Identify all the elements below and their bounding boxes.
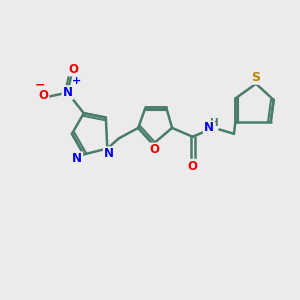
Text: N: N bbox=[204, 122, 214, 134]
Text: N: N bbox=[63, 86, 73, 99]
Text: −: − bbox=[35, 79, 46, 92]
Text: O: O bbox=[149, 143, 159, 157]
Text: S: S bbox=[251, 71, 260, 84]
Text: O: O bbox=[38, 89, 48, 102]
Text: +: + bbox=[72, 76, 81, 86]
Text: N: N bbox=[72, 152, 82, 165]
Text: O: O bbox=[188, 160, 198, 173]
Text: N: N bbox=[104, 147, 114, 160]
Text: H: H bbox=[210, 118, 219, 128]
Text: O: O bbox=[68, 62, 78, 76]
